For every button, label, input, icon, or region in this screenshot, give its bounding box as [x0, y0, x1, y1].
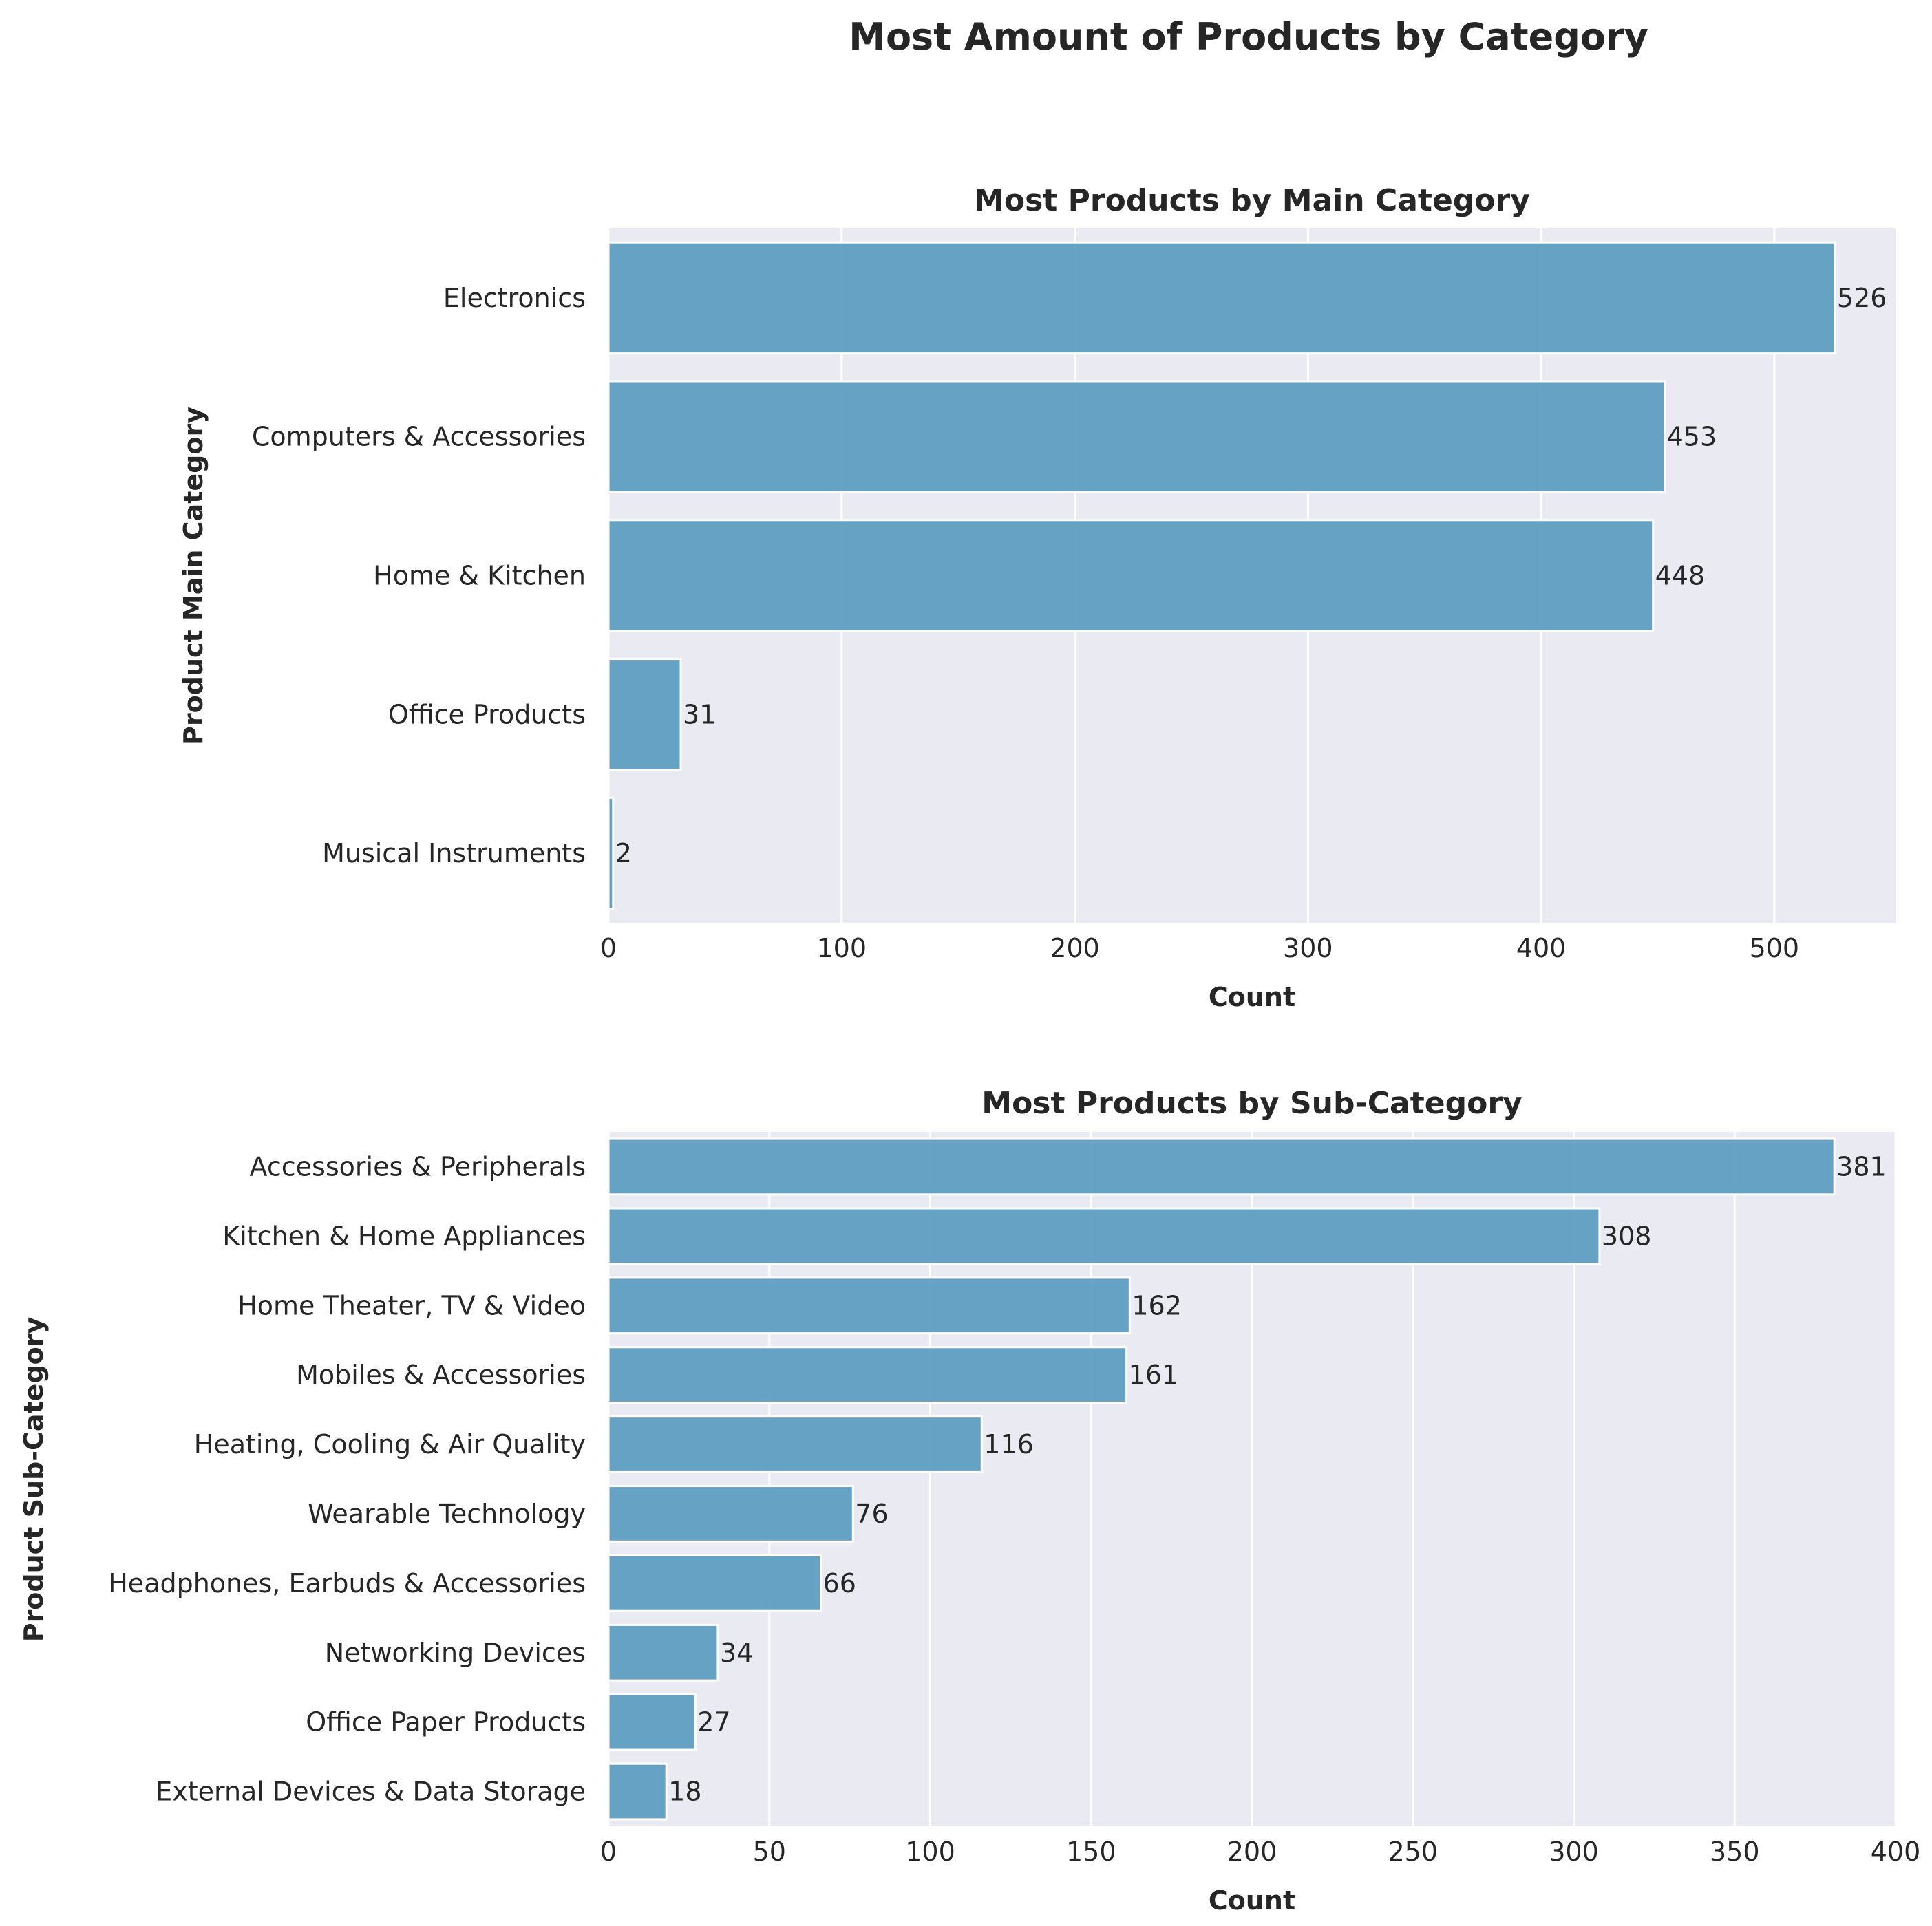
main-category-value-label: 526: [1837, 283, 1887, 313]
sub-category-value-label: 66: [823, 1568, 856, 1598]
sub-category-y-tick-label: Mobiles & Accessories: [296, 1360, 586, 1390]
sub-category-x-tick-label: 100: [905, 1837, 955, 1867]
sub-category-x-tick-label: 350: [1710, 1837, 1760, 1867]
sub-category-value-label: 162: [1132, 1290, 1182, 1320]
main-category-x-tick-label: 200: [1050, 933, 1100, 963]
sub-category-bar: [607, 1623, 719, 1682]
main-category-chart-title: Most Products by Main Category: [974, 183, 1530, 218]
sub-category-y-tick-label: Kitchen & Home Appliances: [222, 1221, 586, 1251]
sub-category-x-tick-label: 50: [753, 1837, 786, 1867]
main-category-bar: [607, 241, 1836, 355]
figure-title: Most Amount of Products by Category: [849, 15, 1648, 58]
sub-category-chart: 0 50 100 150 200 250 300 350 400 381 Accessories &…: [19, 1086, 1920, 1916]
sub-category-x-tick-label: 250: [1388, 1837, 1438, 1867]
sub-category-y-axis-label: Product Sub-Category: [19, 1317, 49, 1643]
sub-category-bar: [607, 1207, 1601, 1265]
sub-category-x-tick-label: 300: [1549, 1837, 1599, 1867]
main-category-bar: [607, 658, 682, 771]
sub-category-x-axis-label: Count: [1209, 1885, 1295, 1916]
sub-category-y-tick-label: Accessories & Peripherals: [250, 1151, 586, 1181]
main-category-x-tick-label: 400: [1516, 933, 1567, 963]
sub-category-y-tick-label: Office Paper Products: [306, 1707, 586, 1737]
sub-category-y-tick-label: Networking Devices: [325, 1638, 586, 1668]
sub-category-value-label: 34: [720, 1638, 753, 1668]
sub-category-x-tick-label: 200: [1227, 1837, 1277, 1867]
sub-category-x-tick-label: 400: [1871, 1837, 1921, 1867]
main-category-bar: [607, 380, 1666, 493]
main-category-value-label: 448: [1655, 561, 1706, 591]
sub-category-chart-title: Most Products by Sub-Category: [981, 1086, 1522, 1121]
main-category-value-label: 31: [683, 699, 716, 729]
sub-category-bar: [607, 1485, 854, 1543]
main-category-x-axis-label: Count: [1209, 982, 1295, 1012]
main-category-x-tick-label: 100: [817, 933, 867, 963]
sub-category-bar: [607, 1276, 1131, 1335]
sub-category-bar: [607, 1137, 1836, 1196]
main-category-x-tick-label: 300: [1283, 933, 1333, 963]
main-category-y-tick-label: Musical Instruments: [322, 838, 586, 868]
sub-category-y-tick-label: Wearable Technology: [308, 1499, 586, 1529]
main-category-value-label: 2: [615, 838, 632, 868]
main-category-x-tick-label: 0: [600, 933, 617, 963]
sub-category-value-label: 308: [1602, 1221, 1652, 1251]
sub-category-y-tick-label: Home Theater, TV & Video: [237, 1290, 586, 1320]
main-category-value-label: 453: [1667, 422, 1717, 452]
sub-category-bar: [607, 1693, 697, 1751]
main-category-y-tick-label: Home & Kitchen: [373, 561, 586, 591]
sub-category-value-label: 18: [668, 1777, 701, 1807]
main-category-x-tick-label: 500: [1750, 933, 1800, 963]
sub-category-bar: [607, 1554, 822, 1612]
main-category-y-axis-label: Product Main Category: [178, 407, 209, 745]
sub-category-y-tick-label: Heating, Cooling & Air Quality: [194, 1429, 586, 1459]
sub-category-bar: [607, 1346, 1128, 1404]
sub-category-value-label: 27: [697, 1707, 730, 1737]
sub-category-bar: [607, 1762, 668, 1821]
main-category-y-tick-label: Office Products: [388, 699, 586, 729]
sub-category-value-label: 76: [855, 1499, 888, 1529]
main-category-bar: [607, 519, 1655, 632]
sub-category-value-label: 116: [984, 1429, 1034, 1459]
sub-category-value-label: 161: [1129, 1360, 1179, 1390]
main-category-y-tick-label: Computers & Accessories: [252, 422, 586, 452]
sub-category-y-tick-label: Headphones, Earbuds & Accessories: [108, 1568, 586, 1598]
main-category-bar: [607, 796, 615, 910]
sub-category-value-label: 381: [1836, 1151, 1887, 1181]
sub-category-x-tick-label: 0: [600, 1837, 617, 1867]
main-category-y-tick-label: Electronics: [443, 283, 586, 313]
sub-category-y-tick-label: External Devices & Data Storage: [156, 1777, 586, 1807]
main-category-chart: 0 100 200 300 400 500 526 Electronics 453 Compute…: [178, 183, 1896, 1012]
sub-category-bar: [607, 1415, 983, 1473]
sub-category-x-tick-label: 150: [1066, 1837, 1116, 1867]
